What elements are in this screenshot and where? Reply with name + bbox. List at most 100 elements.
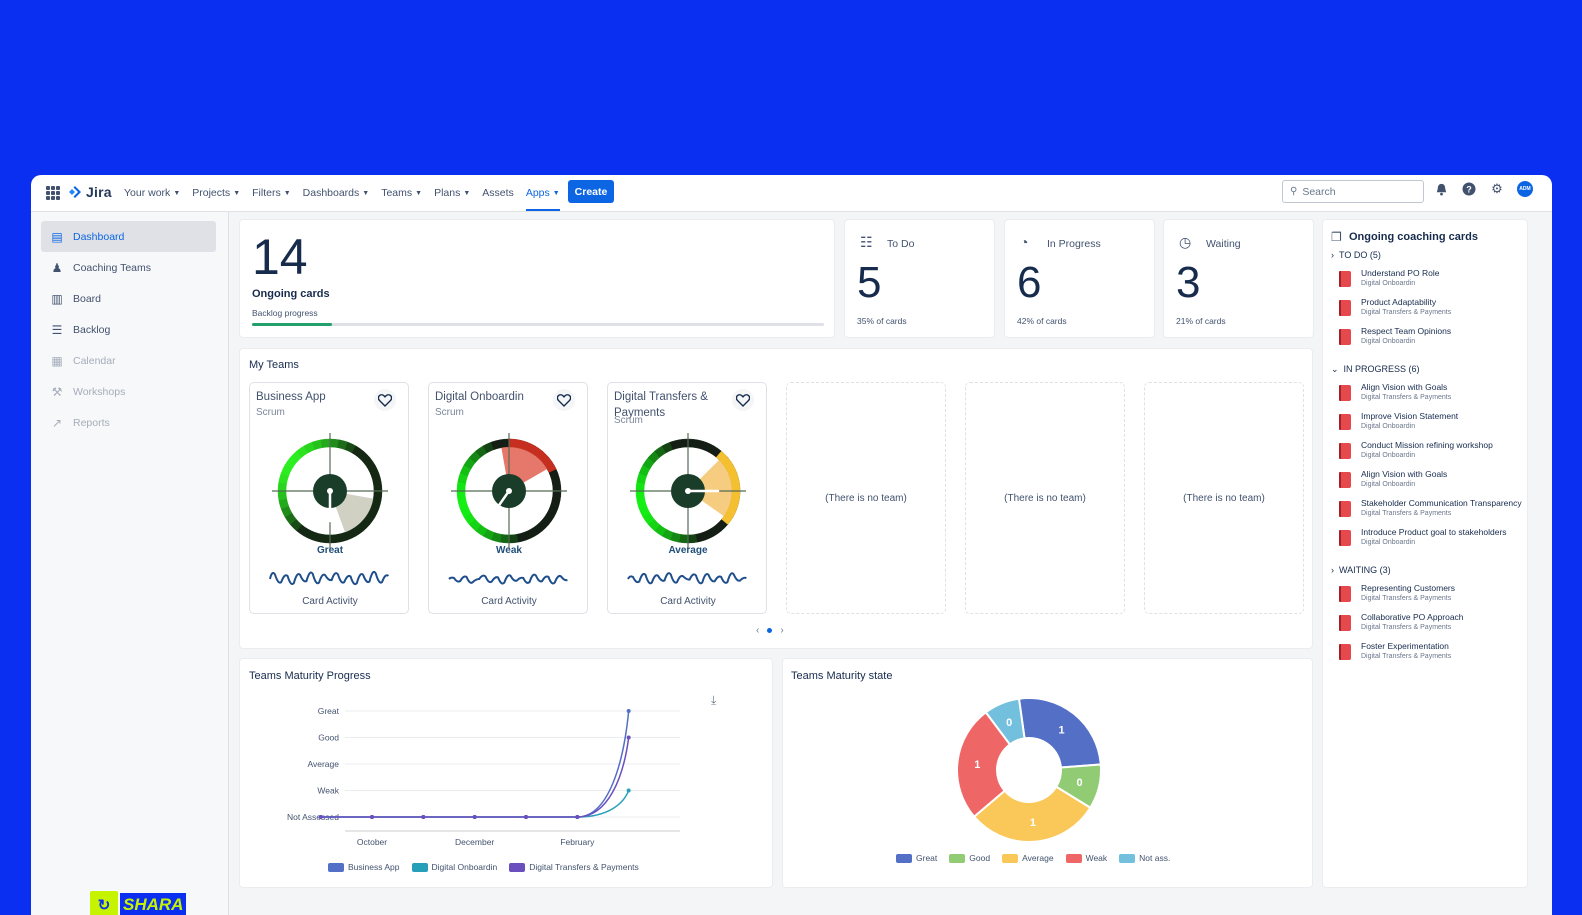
coaching-card-item[interactable]: Product Adaptability Digital Transfers & …	[1339, 297, 1529, 325]
favorite-heart-icon[interactable]	[374, 389, 396, 411]
jira-logo[interactable]: Jira	[68, 184, 112, 200]
backlog-progress-bar	[252, 323, 824, 326]
menu-item-filters[interactable]: Filters ▼	[252, 175, 291, 211]
coaching-card-item[interactable]: Understand PO Role Digital Onboardin	[1339, 268, 1529, 296]
legend-item[interactable]: Great	[896, 853, 937, 863]
next-page-icon[interactable]: ›	[780, 625, 784, 636]
legend-item[interactable]: Good	[949, 853, 990, 863]
menu-item-your-work[interactable]: Your work ▼	[124, 175, 180, 211]
search-input[interactable]: ⚲ Search	[1282, 180, 1424, 203]
maturity-label: Great	[316, 545, 344, 556]
maturity-progress-card: Teams Maturity Progress ⤓ Not Assessed We…	[239, 658, 773, 888]
legend-item[interactable]: Digital Onboardin	[411, 862, 498, 872]
sidebar-item-calendar[interactable]: ▦ Calendar	[41, 345, 216, 376]
y-tick-label: Average	[307, 759, 339, 769]
favorite-heart-icon[interactable]	[732, 389, 754, 411]
data-point	[472, 815, 477, 819]
x-tick-label: February	[560, 837, 595, 847]
coaching-card-item[interactable]: Conduct Mission refining workshop Digital…	[1339, 440, 1529, 468]
chevron-down-icon: ▼	[283, 189, 291, 197]
legend-label: Great	[916, 853, 938, 863]
menu-item-label: Assets	[482, 187, 514, 199]
prev-page-icon[interactable]: ‹	[756, 625, 760, 636]
data-point	[524, 815, 528, 819]
group-header[interactable]: › TO DO (5)	[1331, 250, 1381, 260]
x-tick-label: December	[455, 837, 494, 847]
app-switcher-icon[interactable]	[46, 186, 60, 200]
legend-item[interactable]: Digital Transfers & Payments	[509, 862, 639, 872]
menu-item-apps[interactable]: Apps ▼	[525, 175, 560, 211]
card-team: Digital Transfers & Payments	[1361, 309, 1452, 316]
sidebar-item-dashboard[interactable]: ▤ Dashboard	[41, 221, 216, 252]
legend-label: Good	[969, 853, 991, 863]
book-icon	[1339, 586, 1351, 602]
stat-value: 6	[1017, 258, 1042, 307]
coaching-card-item[interactable]: Improve Vision Statement Digital Onboardi…	[1339, 411, 1529, 439]
sidebar-item-backlog[interactable]: ☰ Backlog	[41, 314, 216, 345]
card-team: Digital Onboardin	[1361, 280, 1416, 287]
coaching-card-item[interactable]: Respect Team Opinions Digital Onboardin	[1339, 326, 1529, 354]
menu-item-projects[interactable]: Projects ▼	[192, 175, 240, 211]
coaching-card-item[interactable]: Align Vision with Goals Digital Transfers…	[1339, 382, 1529, 410]
favorite-heart-icon[interactable]	[553, 389, 575, 411]
sidebar-item-workshops[interactable]: ⚒ Workshops	[41, 376, 216, 407]
team-card[interactable]: Digital Transfers & Payments Scrum Average…	[607, 382, 767, 614]
coaching-card-item[interactable]: Stakeholder Communication Transparency Di…	[1339, 498, 1529, 526]
legend-label: Digital Onboardin	[431, 862, 498, 872]
coaching-card-item[interactable]: Foster Experimentation Digital Transfers …	[1339, 641, 1529, 669]
settings-gear-icon[interactable]: ⚙	[1491, 181, 1503, 196]
menu-item-label: Apps	[525, 187, 550, 199]
data-point	[626, 788, 631, 793]
coaching-card-item[interactable]: Introduce Product goal to stakeholders Di…	[1339, 527, 1529, 555]
menu-item-dashboards[interactable]: Dashboards ▼	[303, 175, 370, 211]
coaching-card-item[interactable]: Align Vision with Goals Digital Onboardin	[1339, 469, 1529, 497]
legend-item[interactable]: Weak	[1065, 853, 1108, 863]
chevron-down-icon: ▼	[415, 189, 423, 197]
legend-swatch	[1002, 853, 1019, 863]
menu-item-assets[interactable]: Assets	[482, 175, 514, 211]
page-dot[interactable]	[767, 628, 773, 633]
card-team: Digital Onboardin	[1361, 423, 1416, 430]
legend-label: Business App	[348, 862, 400, 872]
menu-item-label: Dashboards	[302, 187, 360, 199]
card-name: Stakeholder Communication Transparency	[1361, 498, 1522, 508]
legend-item[interactable]: Average	[1002, 853, 1054, 863]
menu-item-teams[interactable]: Teams ▼	[381, 175, 422, 211]
legend-label: Weak	[1085, 853, 1108, 863]
create-button[interactable]: Create	[568, 180, 614, 203]
legend-label: Average	[1022, 853, 1054, 863]
sidebar-item-coaching-teams[interactable]: ♟ Coaching Teams	[41, 252, 216, 283]
app-window: Jira Your work ▼ Projects ▼ Filters ▼ Dashboar…	[31, 175, 1552, 915]
coaching-card-item[interactable]: Representing Customers Digital Transfers …	[1339, 583, 1529, 611]
slice-value-label: 1	[1059, 724, 1065, 736]
team-card[interactable]: Digital Onboardin Scrum Weak Card Activity	[428, 382, 588, 614]
notification-icon[interactable]	[1433, 181, 1449, 197]
legend-item[interactable]: Business App	[328, 862, 400, 872]
coaching-card-item[interactable]: Collaborative PO Approach Digital Transfe…	[1339, 612, 1529, 640]
avatar[interactable]: ADM	[1517, 181, 1533, 197]
menu-item-label: Filters	[252, 187, 281, 199]
card-team: Digital Transfers & Payments	[1361, 624, 1452, 631]
menu-item-plans[interactable]: Plans ▼	[434, 175, 470, 211]
download-icon[interactable]: ⤓	[711, 693, 717, 707]
team-name: Business App	[256, 391, 326, 403]
chevron-down-icon: ▼	[233, 189, 241, 197]
card-name: Align Vision with Goals	[1361, 382, 1448, 392]
y-tick-label: Weak	[317, 786, 339, 796]
empty-team-slot: (There is no team)	[786, 382, 946, 614]
backlog-progress-label: Backlog progress	[252, 308, 318, 318]
legend-item[interactable]: Not ass.	[1119, 853, 1170, 863]
sidebar-item-board[interactable]: ▥ Board	[41, 283, 216, 314]
svg-text:?: ?	[1466, 185, 1472, 195]
help-icon[interactable]: ?	[1461, 181, 1477, 197]
card-name: Introduce Product goal to stakeholders	[1361, 527, 1507, 537]
book-icon	[1339, 472, 1351, 488]
group-header[interactable]: ⌄ IN PROGRESS (6)	[1331, 364, 1420, 375]
sidebar-item-reports[interactable]: ↗ Reports	[41, 407, 216, 438]
team-card[interactable]: Business App Scrum Great Card Activity	[249, 382, 409, 614]
card-name: Representing Customers	[1361, 583, 1456, 593]
card-activity-label: Card Activity	[302, 596, 358, 607]
book-icon	[1339, 644, 1351, 660]
group-header[interactable]: › WAITING (3)	[1331, 565, 1391, 575]
book-icon	[1339, 271, 1351, 287]
